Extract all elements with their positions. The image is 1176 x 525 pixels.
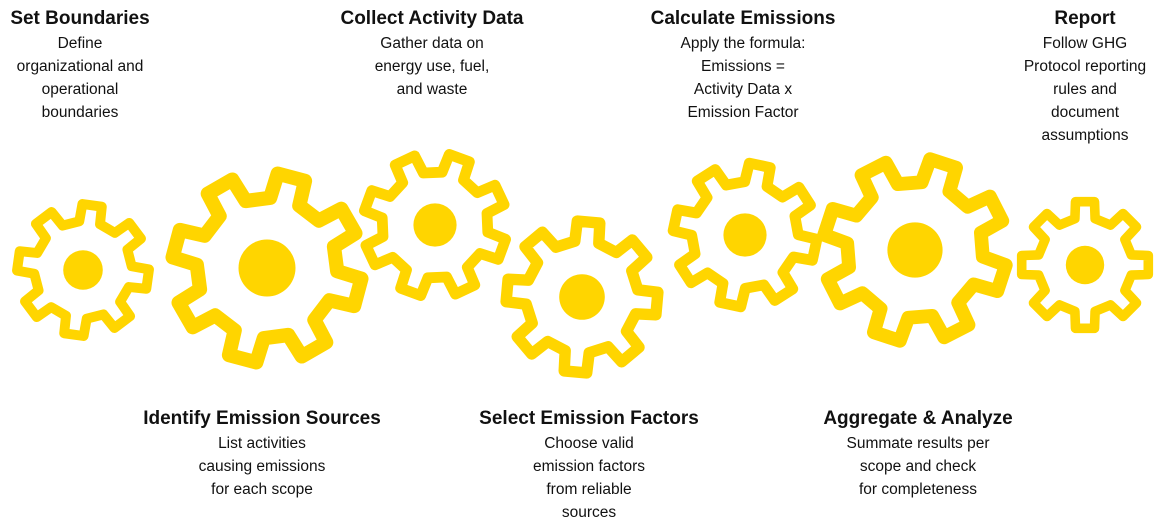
step-title: Calculate Emissions — [651, 8, 836, 29]
step-description: List activities — [218, 435, 306, 452]
gear-hub — [559, 274, 605, 320]
step-description: Emission Factor — [687, 104, 798, 121]
step-description: scope and check — [860, 458, 977, 475]
gear-hub — [63, 250, 103, 290]
step-title: Set Boundaries — [10, 8, 149, 29]
step-description: operational — [42, 81, 119, 98]
step-description: Choose valid — [544, 435, 634, 452]
step-description: sources — [562, 504, 617, 521]
step-description: energy use, fuel, — [375, 58, 490, 75]
step-description: Protocol reporting — [1024, 58, 1146, 75]
step-description: Summate results per — [847, 435, 990, 452]
step-description: assumptions — [1041, 127, 1128, 144]
step-description: from reliable — [546, 481, 631, 498]
gear-hub — [413, 203, 457, 247]
gear-hub — [238, 239, 296, 297]
step-description: for completeness — [859, 481, 977, 498]
step-description: document — [1051, 104, 1120, 121]
step-description: for each scope — [211, 481, 313, 498]
step-description: organizational and — [17, 58, 144, 75]
gear-hub — [887, 222, 943, 278]
step-description: Follow GHG — [1043, 35, 1127, 52]
step-title: Aggregate & Analyze — [823, 408, 1012, 429]
step-description: Gather data on — [380, 35, 483, 52]
step-description: causing emissions — [199, 458, 326, 475]
step-description: Define — [58, 35, 103, 52]
step-title: Identify Emission Sources — [143, 408, 381, 429]
step-description: Emissions = — [701, 58, 785, 75]
step-description: and waste — [397, 81, 468, 98]
step-title: Report — [1054, 8, 1116, 29]
gear-hub — [1065, 245, 1105, 285]
step-description: Apply the formula: — [681, 35, 806, 52]
step-description: rules and — [1053, 81, 1117, 98]
step-description: boundaries — [42, 104, 119, 121]
step-description: emission factors — [533, 458, 645, 475]
step-title: Collect Activity Data — [340, 8, 523, 29]
step-title: Select Emission Factors — [479, 408, 699, 429]
gear-hub — [723, 213, 767, 257]
step-description: Activity Data x — [694, 81, 792, 98]
